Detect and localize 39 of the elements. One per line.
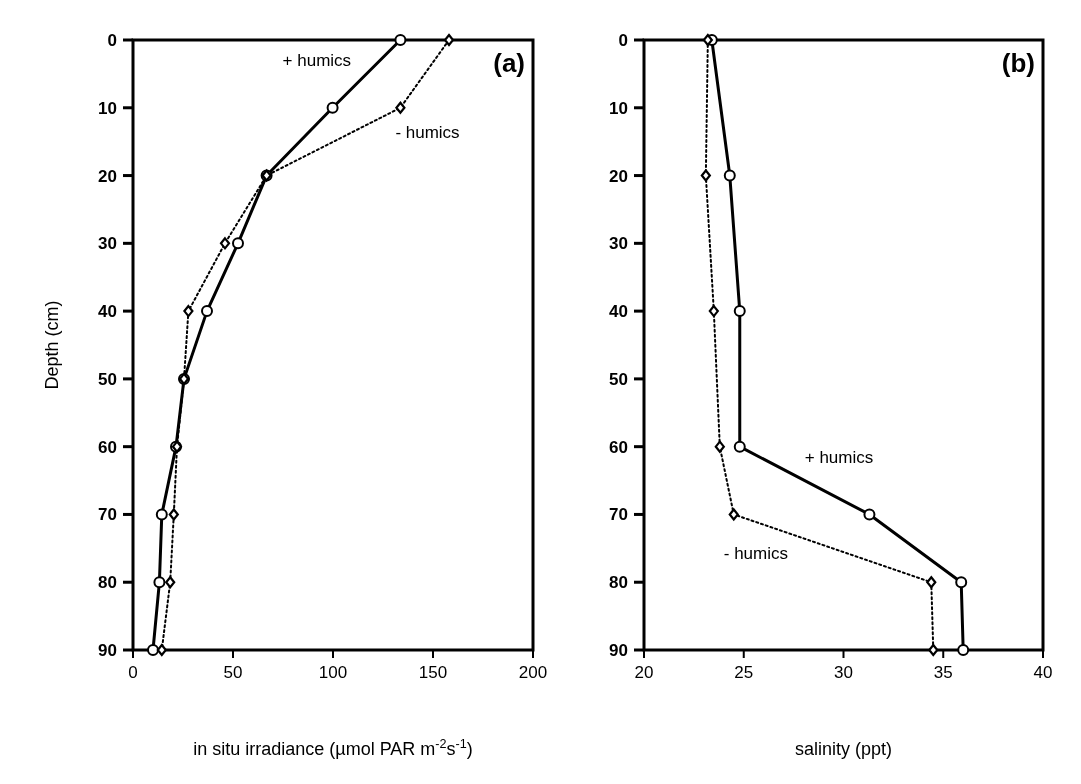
y-tick-label: 60 — [609, 437, 628, 457]
series-label: - humics — [723, 544, 789, 564]
chart-title: (a) — [493, 48, 525, 78]
y-tick-label: 30 — [98, 234, 117, 254]
x-tick-label: 100 — [318, 663, 348, 682]
y-tick-label: 90 — [609, 640, 628, 660]
y-tick-label: 60 — [98, 437, 117, 457]
y-tick-label: 70 — [98, 505, 117, 525]
chart-title: (b) — [1001, 48, 1035, 78]
y-tick-label: 90 — [98, 640, 117, 660]
y-tick-label: 10 — [609, 98, 628, 118]
y-tick-label: 50 — [609, 369, 628, 389]
series-label: - humics — [395, 122, 460, 142]
y-tick-label: 80 — [98, 573, 117, 593]
y-tick-label: 40 — [609, 302, 628, 322]
x-tick-label: 0 — [128, 663, 138, 682]
y-tick-label: 0 — [618, 30, 628, 50]
x-tick-label: 20 — [634, 663, 654, 682]
y-tick-label: 10 — [98, 98, 117, 118]
y-axis-title: Depth (cm) — [42, 300, 62, 390]
y-tick-label: 50 — [98, 369, 117, 389]
y-tick-label: 70 — [609, 505, 628, 525]
series-label: + humics — [282, 50, 352, 70]
y-tick-label: 40 — [98, 302, 117, 322]
x-axis-title: salinity (ppt) — [794, 739, 893, 759]
x-tick-label: 25 — [734, 663, 754, 682]
y-tick-label: 30 — [609, 234, 628, 254]
y-tick-label: 0 — [107, 30, 117, 50]
y-tick-label: 20 — [609, 166, 628, 186]
x-tick-label: 40 — [1033, 663, 1053, 682]
x-tick-label: 200 — [518, 663, 548, 682]
x-tick-label: 30 — [834, 663, 853, 682]
y-tick-label: 20 — [98, 166, 117, 186]
x-tick-label: 150 — [418, 663, 448, 682]
x-tick-label: 50 — [223, 663, 243, 682]
x-tick-label: 35 — [933, 663, 953, 682]
series-label: + humics — [804, 447, 874, 467]
x-axis-title: in situ irradiance (µmol PAR m$^{-2}$s$^{-1}$) — [193, 737, 473, 759]
y-tick-label: 80 — [609, 573, 628, 593]
